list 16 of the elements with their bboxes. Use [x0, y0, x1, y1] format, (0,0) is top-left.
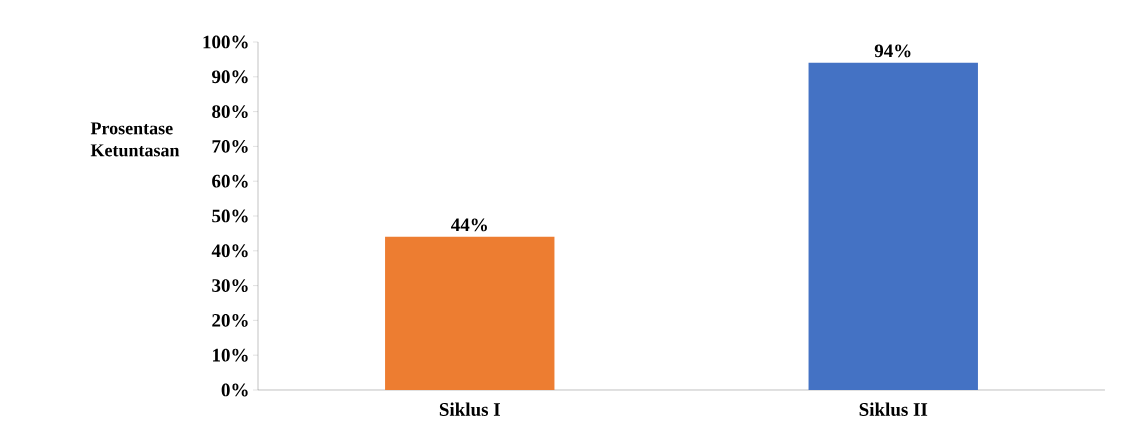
y-tick-label: 50%: [212, 209, 248, 223]
x-tick-label: Siklus I: [439, 402, 500, 416]
y-tick-label: 20%: [212, 313, 248, 327]
y-tick-label: 10%: [213, 348, 248, 362]
y-tick-label: 100%: [203, 35, 248, 49]
y-tick-label: 80%: [212, 105, 248, 119]
y-tick-label: 40%: [211, 244, 248, 258]
y-tick-label: 30%: [212, 279, 248, 293]
x-tick-label: Siklus II: [859, 402, 928, 416]
data-label: 44%: [451, 218, 487, 232]
y-tick-label: 60%: [212, 174, 248, 188]
data-label: 94%: [874, 44, 911, 58]
y-tick-label: 70%: [212, 139, 248, 153]
y-tick-label: 0%: [221, 383, 248, 397]
y-tick-label: 90%: [211, 70, 248, 84]
y-axis-title: Prosentase Ketuntasan: [90, 122, 180, 157]
